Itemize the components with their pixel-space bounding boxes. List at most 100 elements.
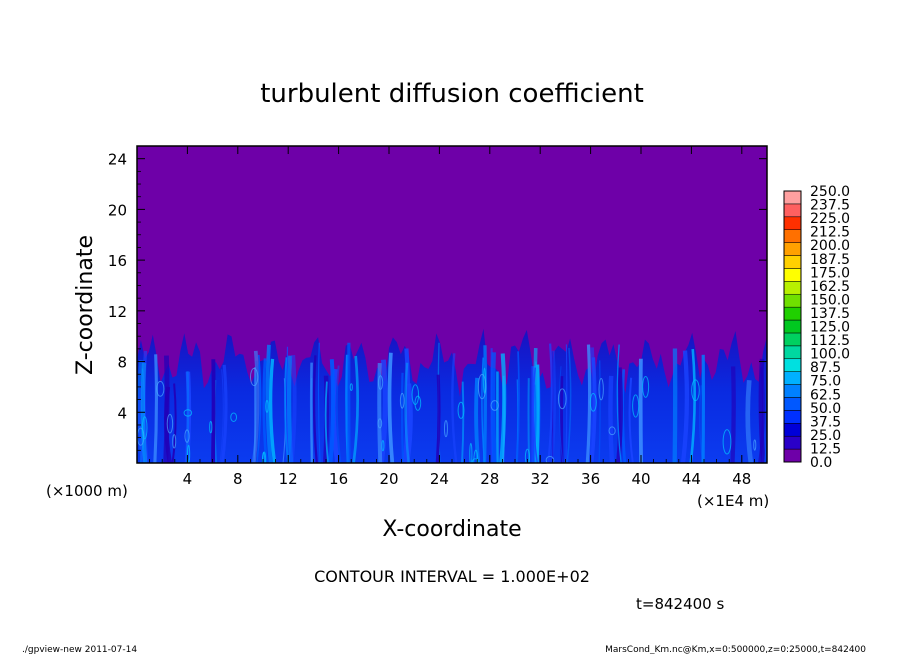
eddy-mark bbox=[399, 392, 405, 409]
plume-streak bbox=[547, 343, 553, 463]
plume-streak bbox=[142, 350, 149, 463]
y-tick-label-4: 20 bbox=[108, 201, 127, 219]
eddy-mark bbox=[156, 380, 165, 397]
eddy-mark bbox=[414, 395, 422, 411]
plume-streak bbox=[481, 357, 486, 463]
colorbar-swatch-3 bbox=[783, 410, 802, 424]
plume-streak bbox=[309, 362, 314, 463]
eddy-mark bbox=[457, 401, 465, 419]
eddy-mark bbox=[722, 429, 732, 455]
plume-streak bbox=[312, 355, 318, 463]
colorbar-swatch-12 bbox=[783, 293, 802, 308]
plume-streak bbox=[404, 362, 410, 463]
plume-streak bbox=[550, 350, 557, 463]
x-tick-label-4: 20 bbox=[379, 470, 398, 488]
plume-streak bbox=[220, 364, 228, 463]
eddy-mark bbox=[166, 413, 174, 434]
plume-streak bbox=[402, 348, 411, 463]
footer-right: MarsCond_Km.nc@Km,x=0:500000,z=0:25000,t… bbox=[605, 645, 866, 654]
plume-streak bbox=[531, 384, 537, 463]
colorbar-swatch-10 bbox=[783, 319, 802, 334]
x-tick-label-11: 48 bbox=[732, 470, 751, 488]
x-tick-label-1: 8 bbox=[233, 470, 243, 488]
colorbar-swatch-11 bbox=[783, 306, 802, 321]
colorbar-label-1: 12.5 bbox=[810, 441, 841, 457]
plume-streak bbox=[598, 360, 601, 463]
y-axis-ticks: 4 8 12 16 20 24 bbox=[108, 151, 767, 451]
eddy-mark bbox=[753, 439, 757, 451]
eddy-mark bbox=[632, 394, 640, 418]
plume-streak bbox=[451, 353, 458, 463]
colorbar-swatch-16 bbox=[783, 242, 802, 256]
plume-streak bbox=[252, 350, 260, 463]
plume-streak bbox=[256, 354, 262, 463]
colorbar-swatch-4 bbox=[783, 397, 802, 411]
x-tick-label-5: 24 bbox=[430, 470, 449, 488]
colorbar-label-7: 87.5 bbox=[810, 360, 841, 376]
colorbar-label-3: 37.5 bbox=[810, 414, 841, 430]
colorbar-swatch-0 bbox=[783, 448, 802, 463]
colorbar-label-4: 50.0 bbox=[810, 401, 841, 417]
eddy-mark bbox=[183, 409, 193, 417]
eddy-mark bbox=[249, 367, 259, 387]
x-unit-right: (×1E4 m) bbox=[697, 492, 769, 510]
plot-area bbox=[137, 146, 767, 463]
y-axis-label: Z-coordinate bbox=[73, 235, 98, 375]
colorbar-label-14: 175.0 bbox=[810, 265, 850, 281]
eddy-mark bbox=[598, 378, 604, 401]
eddy-mark bbox=[377, 418, 383, 429]
eddy-mark bbox=[545, 455, 555, 463]
plume-streak bbox=[262, 358, 268, 463]
x-tick-label-2: 12 bbox=[279, 470, 298, 488]
plume-streak bbox=[140, 362, 148, 463]
colorbar-label-6: 75.0 bbox=[810, 374, 841, 390]
colorbar-label-12: 150.0 bbox=[810, 292, 850, 308]
colorbar-label-19: 237.5 bbox=[810, 198, 850, 214]
eddy-mark bbox=[477, 373, 487, 400]
plume-streak bbox=[516, 351, 520, 463]
plume-streak bbox=[608, 375, 615, 463]
eddy-mark bbox=[172, 434, 177, 449]
colorbar-label-0: 0.0 bbox=[810, 455, 832, 471]
time-label: t=842400 s bbox=[636, 595, 724, 613]
eddy-mark bbox=[230, 412, 238, 423]
plume-streak bbox=[758, 367, 765, 463]
colorbar-swatch-13 bbox=[783, 281, 802, 295]
eddy-mark bbox=[469, 442, 473, 463]
y-tick-label-2: 12 bbox=[108, 303, 127, 321]
plume-streak bbox=[379, 359, 388, 463]
plume-streak bbox=[628, 377, 634, 463]
plume-streak bbox=[324, 381, 330, 463]
colorbar-label-8: 100.0 bbox=[810, 347, 850, 363]
plume-streak bbox=[490, 352, 497, 463]
y-tick-label-5: 24 bbox=[108, 151, 127, 169]
plume-streak bbox=[352, 355, 359, 463]
plume-streak bbox=[287, 355, 294, 463]
plume-streak bbox=[268, 358, 277, 463]
x-unit-left: (×1000 m) bbox=[46, 482, 128, 500]
eddy-mark bbox=[589, 393, 597, 412]
eddy-mark bbox=[349, 383, 353, 392]
colorbar-frame bbox=[783, 190, 802, 463]
plume-streak bbox=[400, 372, 405, 463]
plume-streak bbox=[745, 379, 754, 463]
colorbar-label-18: 225.0 bbox=[810, 211, 850, 227]
plume-streak bbox=[265, 344, 273, 463]
plume-streak bbox=[317, 342, 321, 463]
plume-streak bbox=[328, 359, 336, 463]
x-tick-label-9: 40 bbox=[631, 470, 650, 488]
colorbar-swatch-8 bbox=[783, 345, 802, 360]
colorbar-swatch-1 bbox=[783, 435, 802, 450]
colorbar: 0.012.525.037.550.062.575.087.5100.0112.… bbox=[783, 184, 850, 471]
colorbar-label-5: 62.5 bbox=[810, 387, 841, 403]
colorbar-swatch-7 bbox=[783, 358, 802, 372]
plume-streak bbox=[482, 345, 488, 463]
x-tick-label-3: 16 bbox=[329, 470, 348, 488]
plume-streak bbox=[284, 357, 289, 463]
eddy-mark bbox=[265, 399, 269, 413]
plume-streak bbox=[585, 344, 592, 463]
plume-streak bbox=[499, 353, 507, 463]
plume-streak bbox=[616, 344, 622, 463]
colorbar-swatch-14 bbox=[783, 268, 802, 282]
